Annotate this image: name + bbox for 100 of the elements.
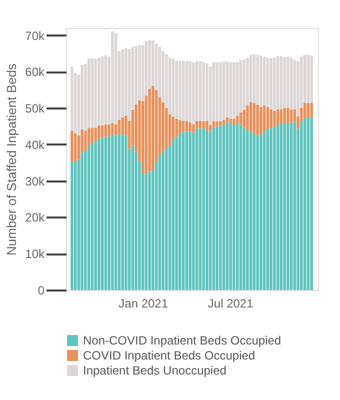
- bar: [148, 88, 151, 172]
- bar: [98, 138, 100, 290]
- bar: [70, 130, 74, 162]
- bar: [192, 62, 195, 124]
- legend-label: COVID Inpatient Beds Occupied: [83, 348, 256, 362]
- bar: [246, 106, 249, 131]
- bar: [121, 134, 124, 290]
- bar: [94, 58, 97, 128]
- bar: [108, 124, 110, 136]
- bar: [262, 56, 266, 106]
- bar: [283, 108, 286, 123]
- bar: [70, 161, 74, 290]
- bar: [229, 122, 232, 290]
- bar: [283, 56, 286, 108]
- bar: [138, 45, 141, 100]
- bar: [270, 58, 272, 110]
- bar: [172, 58, 175, 117]
- bar: [256, 135, 259, 290]
- bar: [185, 61, 188, 121]
- bar: [286, 108, 290, 123]
- bar: [202, 121, 205, 128]
- bar: [162, 150, 164, 290]
- bar: [219, 126, 222, 290]
- bar: [239, 112, 242, 125]
- bar: [260, 134, 262, 290]
- bar: [260, 106, 262, 134]
- bar: [216, 62, 218, 122]
- bar: [216, 126, 218, 290]
- bar: [260, 56, 262, 107]
- bar: [148, 172, 151, 290]
- bar: [270, 110, 272, 128]
- bar: [283, 122, 286, 290]
- bar: [90, 128, 94, 143]
- bar: [242, 127, 246, 290]
- bar: [212, 62, 216, 122]
- bar: [202, 128, 205, 290]
- bar: [286, 56, 290, 108]
- bar: [286, 122, 290, 290]
- bar: [206, 120, 208, 131]
- bar: [310, 102, 313, 118]
- bar: [94, 141, 97, 290]
- bar: [232, 124, 236, 290]
- bar: [80, 152, 84, 290]
- bar: [273, 110, 276, 127]
- bar: [216, 122, 218, 126]
- x-tick-label: Jan 2021: [118, 296, 168, 310]
- bar: [121, 49, 124, 118]
- y-tick-label: 20k: [25, 210, 46, 225]
- bar: [310, 56, 313, 103]
- bar: [273, 57, 276, 111]
- bar: [266, 106, 270, 129]
- bar: [152, 40, 154, 86]
- bar: [232, 62, 236, 119]
- bar: [188, 122, 192, 132]
- y-tick-label: 60k: [25, 65, 46, 80]
- bar: [219, 122, 222, 126]
- bar: [188, 61, 192, 122]
- bar: [175, 60, 178, 119]
- bar: [219, 62, 222, 122]
- bar: [121, 118, 124, 135]
- bar: [270, 128, 272, 290]
- legend-label: Non-COVID Inpatient Beds Occupied: [83, 334, 282, 348]
- bar: [178, 60, 182, 120]
- bar: [229, 62, 232, 119]
- bar: [84, 130, 87, 151]
- bar: [188, 131, 192, 290]
- y-tick-label: 10k: [25, 247, 46, 262]
- bar: [300, 120, 303, 290]
- y-tick-label: 0: [38, 284, 45, 298]
- bar: [94, 128, 97, 142]
- bar: [108, 136, 110, 290]
- bar: [229, 118, 232, 123]
- bar: [232, 118, 236, 125]
- bar: [178, 134, 182, 290]
- bar: [100, 126, 104, 138]
- bar: [178, 120, 182, 134]
- legend-label: Inpatient Beds Unoccupied: [83, 364, 226, 378]
- bar: [111, 122, 114, 134]
- bar: [242, 59, 246, 110]
- y-tick-label: 50k: [25, 102, 46, 116]
- bar: [206, 130, 208, 290]
- bar: [111, 134, 114, 290]
- bar: [198, 61, 202, 121]
- bar: [111, 31, 114, 123]
- bar: [252, 102, 256, 134]
- bar: [70, 66, 74, 131]
- bar: [175, 136, 178, 290]
- bar: [118, 120, 121, 134]
- bar: [256, 54, 259, 105]
- x-tick-label: Jul 2021: [208, 296, 254, 310]
- bar: [195, 61, 198, 121]
- bar: [98, 57, 100, 126]
- y-axis-title: Number of Staffed Inpatient Beds: [4, 63, 20, 256]
- bar: [128, 49, 131, 121]
- bar: [246, 58, 249, 106]
- bar: [165, 148, 168, 290]
- bar: [202, 62, 205, 122]
- y-tick-label: 30k: [25, 174, 46, 188]
- bar: [104, 124, 108, 137]
- bar: [236, 116, 239, 123]
